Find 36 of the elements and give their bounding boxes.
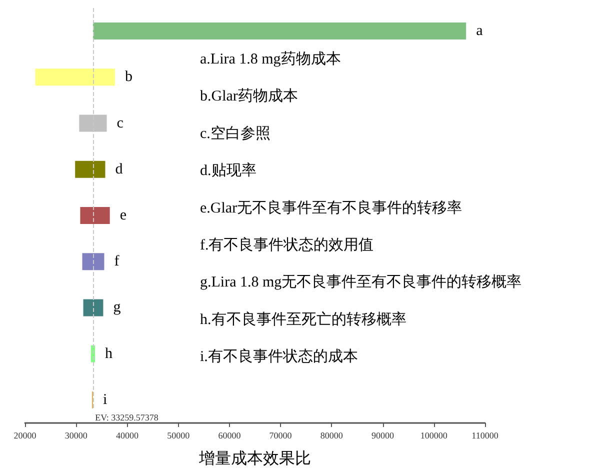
y-tick-label: b: [124, 69, 132, 86]
x-tick-label: 60000: [218, 430, 242, 440]
annotation: d.贴现率: [200, 162, 256, 180]
y-tick-label: f: [114, 254, 120, 270]
bar: [80, 207, 110, 224]
annotation: c.空白参照: [200, 124, 270, 142]
bar: [75, 160, 106, 178]
x-tick-label: 40000: [116, 430, 139, 440]
x-tick-label: 30000: [64, 430, 88, 440]
y-tick-label: a: [476, 23, 484, 40]
y-tick-label: h: [105, 346, 114, 362]
x-tick-label: 50000: [167, 430, 190, 440]
x-axis-title: 增量成本效果比: [198, 450, 311, 468]
x-tick-label: 90000: [372, 430, 395, 440]
x-tick-label: 80000: [320, 430, 344, 440]
bar: [92, 22, 466, 40]
annotation: h.有不良事件至死亡的转移概率: [200, 310, 406, 328]
y-tick-label: c: [116, 115, 124, 132]
x-tick-label: 100000: [420, 430, 448, 440]
annotation: f.有不良事件状态的效用值: [200, 236, 374, 254]
x-tick-label: 20000: [14, 430, 37, 440]
annotation: g.Lira 1.8 mg无不良事件至有不良事件的转移概率: [200, 274, 522, 291]
bar: [82, 253, 104, 270]
y-tick-label: e: [120, 208, 127, 224]
bar: [83, 299, 104, 316]
x-tick-label: 70000: [269, 430, 292, 440]
x-tick-label: 110000: [472, 430, 499, 440]
y-tick-label: d: [115, 161, 124, 178]
annotation: i.有不良事件状态的成本: [200, 348, 358, 366]
bar: [35, 68, 115, 86]
annotation: b.Glar药物成本: [200, 88, 298, 105]
y-tick-label: g: [113, 300, 122, 316]
y-tick-label: i: [102, 392, 108, 408]
annotation: e.Glar无不良事件至有不良事件的转移率: [200, 199, 462, 216]
annotation: a.Lira 1.8 mg药物成本: [200, 50, 341, 68]
ref-line-label: EV: 33259.57378: [95, 412, 159, 422]
